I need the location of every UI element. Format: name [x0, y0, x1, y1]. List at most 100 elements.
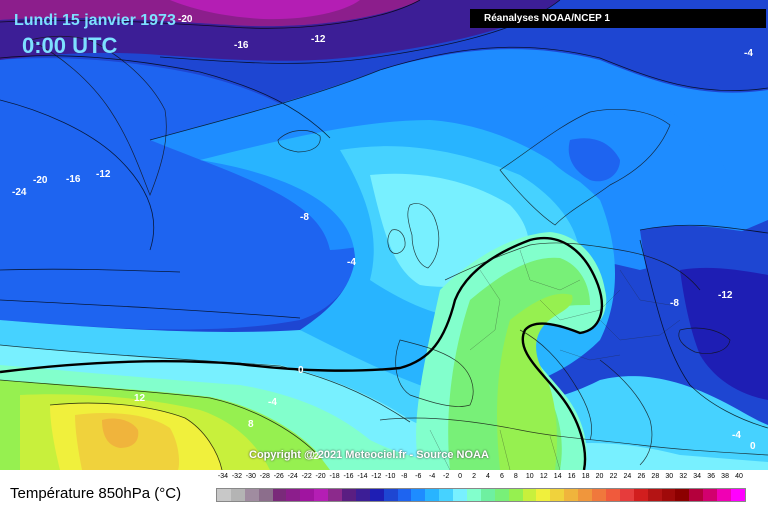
legend-swatch [258, 489, 273, 501]
contour-label: 12 [134, 393, 146, 404]
legend-swatch [467, 489, 481, 501]
date-contour-label: -20 [178, 14, 193, 25]
legend-swatch [480, 489, 495, 501]
legend-tick-label: -30 [245, 473, 256, 480]
legend-tick-label: 12 [539, 473, 548, 480]
legend-swatch [369, 489, 384, 501]
legend-swatch [300, 489, 315, 501]
source-banner: Réanalyses NOAA/NCEP 1 [470, 9, 766, 28]
legend-swatch [564, 489, 579, 501]
legend-tick-label: -32 [231, 473, 242, 480]
temperature-map-svg [0, 0, 768, 470]
legend-tick-label: 22 [609, 473, 618, 480]
legend-swatch [578, 489, 593, 501]
legend-swatch [717, 489, 731, 501]
legend-tick-label: 4 [486, 473, 490, 480]
legend-swatch [689, 489, 704, 501]
legend-swatch [425, 489, 440, 501]
temperature-map[interactable]: -16 -12 -4 -20 -16 -12 -24 -8 -4 -12 -8 0 12 -4 8 12 -4 0… [0, 0, 768, 470]
copyright-label: Copyright @ 2021 Meteociel.fr - Source N… [249, 449, 489, 461]
legend-tick-label: -2 [443, 473, 450, 480]
legend-swatch [314, 489, 329, 501]
legend-swatch [397, 489, 412, 501]
time-label: 0:00 UTC [22, 33, 118, 58]
legend-swatch [286, 489, 301, 501]
legend-tick-label: 32 [679, 473, 688, 480]
legend-color-bar [216, 488, 746, 502]
legend-tick-label: 40 [735, 473, 743, 480]
contour-label: -4 [744, 48, 753, 59]
legend-tick-label: 10 [525, 473, 534, 480]
legend-tick-label: 2 [472, 473, 476, 480]
legend-tick-label: -22 [301, 473, 312, 480]
legend-swatch [592, 489, 606, 501]
legend-swatch [536, 489, 551, 501]
legend-tick-label: -34 [217, 473, 229, 480]
legend-swatch [703, 489, 718, 501]
contour-label: 0 [750, 441, 756, 452]
legend-swatch [342, 489, 356, 501]
legend-tick-label: 18 [581, 473, 590, 480]
legend-swatch [661, 489, 676, 501]
legend-swatch [230, 489, 245, 501]
legend-swatch [355, 489, 370, 501]
contour-label: -24 [12, 187, 27, 198]
contour-label: -16 [234, 40, 249, 51]
legend-swatch [675, 489, 690, 501]
legend-swatch [244, 489, 259, 501]
legend-swatch [328, 489, 343, 501]
contour-label: -12 [96, 169, 111, 180]
contour-label: -16 [66, 174, 81, 185]
legend-tick-label: -4 [429, 473, 436, 480]
legend-swatch [494, 489, 509, 501]
legend-tick-label: 6 [499, 473, 504, 480]
legend-swatch [411, 489, 426, 501]
contour-label: -12 [718, 290, 733, 301]
contour-label: -8 [670, 298, 679, 309]
legend-swatch [647, 489, 662, 501]
legend-tick-label: 14 [553, 473, 562, 480]
legend-tick-label: -24 [287, 473, 298, 480]
legend-tick-label: 20 [595, 473, 604, 480]
contour-label: 8 [248, 419, 254, 430]
contour-label: -8 [300, 212, 309, 223]
legend-tick-label: 0 [458, 473, 463, 480]
contour-label: -20 [33, 175, 48, 186]
legend-swatch [217, 489, 231, 501]
legend-tick-label: -26 [273, 473, 284, 480]
legend-tick-label: 8 [513, 473, 518, 480]
legend-tick-label: 34 [693, 473, 702, 480]
contour-label: -4 [347, 257, 356, 268]
legend-swatch [605, 489, 620, 501]
legend-swatch [383, 489, 398, 501]
legend-tick-label: 30 [665, 473, 674, 480]
legend-swatch [453, 489, 468, 501]
legend-tick-label: -20 [315, 473, 326, 480]
legend-tick-label: 26 [637, 473, 646, 480]
contour-label: -4 [268, 397, 277, 408]
legend-swatch [522, 489, 537, 501]
contour-label: 0 [298, 365, 304, 376]
legend-tick-label: -18 [329, 473, 340, 480]
legend-swatch [730, 489, 745, 501]
legend-tick-label: -14 [357, 473, 368, 480]
legend-swatch [619, 489, 634, 501]
contour-label: -12 [311, 34, 326, 45]
legend-tick-label: -16 [343, 473, 354, 480]
legend-title: Température 850hPa (°C) [10, 485, 182, 502]
legend-swatch [508, 489, 523, 501]
legend-tick-label: -12 [371, 473, 382, 480]
legend-tick-label: -6 [415, 473, 422, 480]
contour-label: 12 [308, 451, 320, 462]
legend-swatch [550, 489, 565, 501]
legend-ticks: -34 -32 -30 -28 -26 -24 -22 -20 -18 -16 -14 -12 -10-… [216, 473, 746, 485]
legend-tick-label: -28 [259, 473, 270, 480]
legend-tick-label: 16 [567, 473, 576, 480]
legend-tick-label: 24 [623, 473, 632, 480]
legend: Température 850hPa (°C) -34 -32 -30 -28 -26-… [0, 470, 768, 512]
legend-swatch [272, 489, 287, 501]
contour-label: -4 [732, 430, 741, 441]
legend-swatch [439, 489, 454, 501]
date-label: Lundi 15 janvier 1973 [14, 12, 176, 29]
legend-tick-label: 28 [651, 473, 660, 480]
